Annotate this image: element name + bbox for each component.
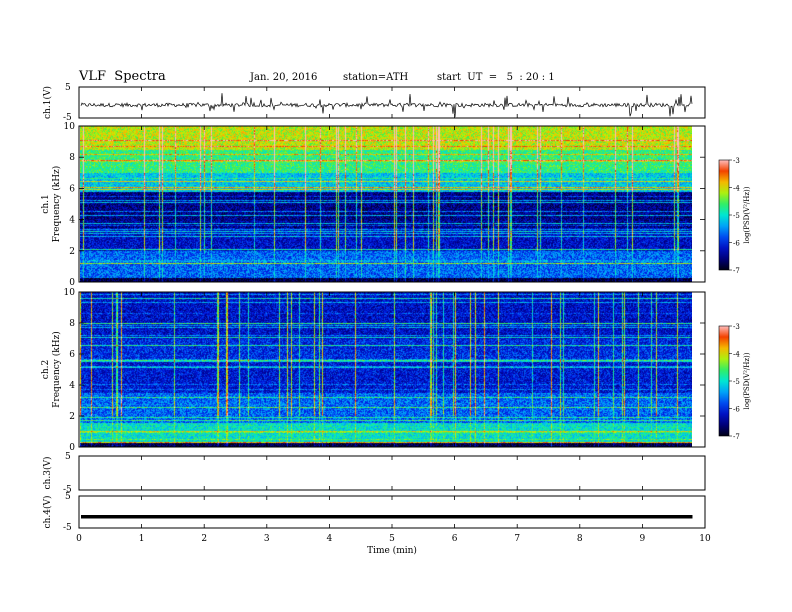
ch1-colorbar — [718, 159, 730, 271]
ch2-colorbar-label: log(PSD(V²/Hz)) — [743, 352, 751, 409]
ch2-colorbar — [718, 325, 730, 437]
date-label: Jan. 20, 2016 — [250, 72, 318, 83]
x-tick-label-3: 3 — [264, 534, 270, 544]
start-time-label: start UT = 5 : 20 : 1 — [437, 72, 555, 83]
ch2-ytick-label-4: 4 — [69, 381, 75, 391]
x-tick-label-6: 6 — [452, 534, 458, 544]
ch2-ytick-label-6: 6 — [69, 350, 75, 360]
x-tick-label-5: 5 — [389, 534, 395, 544]
ch1-waveform — [80, 93, 693, 118]
ch1-ytick-label-0: 0 — [69, 278, 75, 288]
ch1-ylabel: ch.1(V) — [42, 86, 53, 119]
ch4-ylabel: ch.4(V) — [42, 496, 53, 529]
ch3-ytick-top: 5 — [65, 452, 71, 462]
ch1-ytick-label-4: 4 — [69, 216, 75, 226]
ch2-channel-label: ch.2 — [41, 360, 51, 379]
panel-frame-4 — [78, 455, 706, 491]
ch1-colorbar-tick-label: -4 — [733, 185, 740, 193]
x-axis-label: Time (min) — [367, 545, 417, 556]
station-label: station=ATH — [343, 72, 409, 83]
ch2-spectrogram — [80, 292, 692, 447]
ch1-channel-label: ch.1 — [41, 194, 51, 213]
ch1-ytick-label-2: 2 — [69, 247, 75, 257]
ch4-ytick-top: 5 — [65, 492, 71, 502]
x-tick-label-2: 2 — [201, 534, 207, 544]
ch1-spectrogram — [80, 126, 692, 282]
ch2-ytick-label-10: 10 — [64, 288, 76, 298]
ch2-ytick-label-2: 2 — [69, 412, 75, 422]
ch1-ytick-label-6: 6 — [69, 184, 75, 194]
ch2-colorbar-tick-label: -7 — [733, 433, 740, 441]
ch2-colorbar-tick-label: -5 — [733, 378, 740, 386]
ch1-colorbar-tick-label: -7 — [733, 267, 740, 275]
ch1-colorbar-tick-label: -5 — [733, 212, 740, 220]
ch1-ytick-label-10: 10 — [64, 122, 76, 132]
figure-title: VLF Spectra — [79, 69, 166, 84]
ch2-colorbar-tick-label: -3 — [733, 323, 740, 331]
panel-frame-1 — [78, 86, 706, 119]
ch2-ytick-label-0: 0 — [69, 443, 75, 453]
ch2-colorbar-tick-label: -4 — [733, 351, 740, 359]
ch4-ytick-bottom: -5 — [63, 523, 72, 533]
ch1-colorbar-tick-label: -6 — [733, 240, 740, 248]
ch2-ytick-label-8: 8 — [69, 319, 75, 329]
x-tick-label-4: 4 — [327, 534, 333, 544]
ch1-ytick-top: 5 — [65, 83, 71, 93]
ch3-ytick-bottom: -5 — [63, 485, 72, 495]
x-tick-label-1: 1 — [139, 534, 145, 544]
x-tick-label-8: 8 — [577, 534, 583, 544]
ch1-colorbar-label: log(PSD(V²/Hz)) — [743, 186, 751, 243]
x-tick-label-10: 10 — [699, 534, 711, 544]
x-tick-label-0: 0 — [76, 534, 82, 544]
ch1-ylabel: Frequency (kHz) — [51, 166, 62, 243]
ch1-ytick-bottom: -5 — [63, 113, 72, 123]
ch3-ylabel: ch.3(V) — [42, 457, 53, 490]
ch2-colorbar-tick-label: -6 — [733, 406, 740, 414]
ch2-ylabel: Frequency (kHz) — [51, 331, 62, 408]
panel-frame-5 — [78, 495, 706, 529]
x-tick-label-9: 9 — [640, 534, 646, 544]
ch1-colorbar-tick-label: -3 — [733, 157, 740, 165]
ch1-ytick-label-8: 8 — [69, 153, 75, 163]
x-tick-label-7: 7 — [514, 534, 520, 544]
